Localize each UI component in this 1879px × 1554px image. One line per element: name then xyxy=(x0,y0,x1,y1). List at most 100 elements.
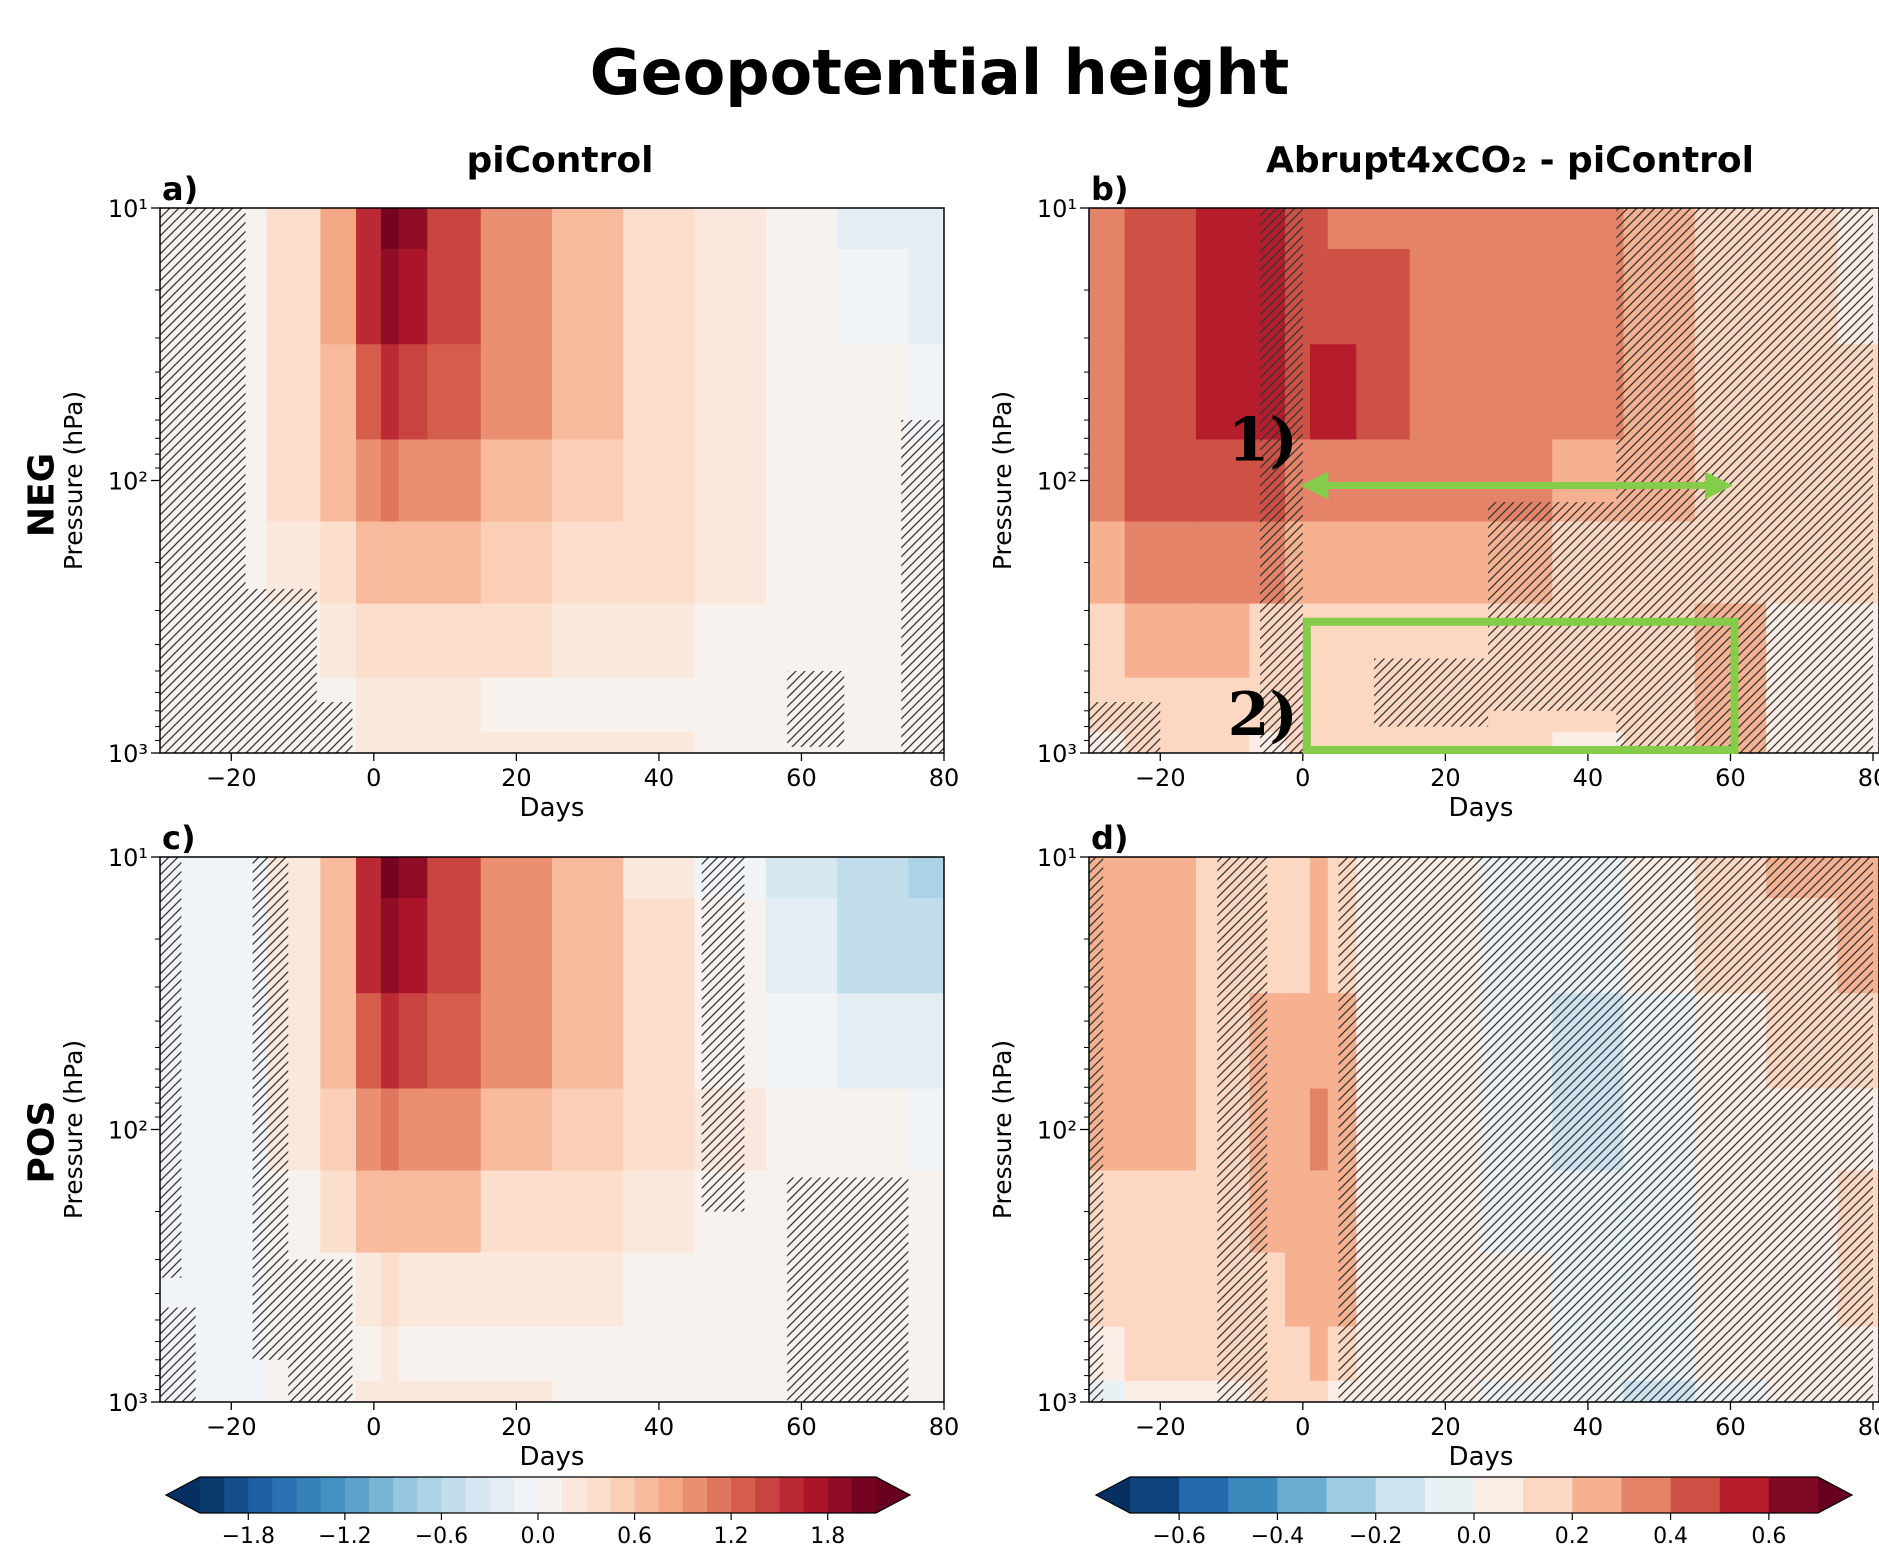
x-tick-label: 20 xyxy=(1430,764,1461,792)
significance-hatching xyxy=(701,857,745,1212)
y-tick-label: 10¹ xyxy=(108,844,148,872)
colorbar-segment xyxy=(851,1477,877,1513)
contour-cell xyxy=(1481,344,1553,441)
contour-cell xyxy=(356,1170,382,1254)
significance-hatching xyxy=(245,588,317,753)
contour-cell xyxy=(837,521,909,605)
contour-cell xyxy=(356,993,382,1090)
contour-cell xyxy=(398,1252,428,1328)
x-tick-label: 80 xyxy=(1858,764,1879,792)
contour-cell xyxy=(380,603,400,679)
significance-hatching xyxy=(1089,702,1161,753)
contour-cell xyxy=(427,731,482,753)
contour-cell xyxy=(320,603,357,679)
colorbar-tick-label: −1.2 xyxy=(318,1524,371,1549)
contour-cell xyxy=(1309,677,1329,733)
contour-cell xyxy=(1356,344,1411,441)
contour-cell xyxy=(837,898,909,994)
contour-cell xyxy=(427,208,482,250)
contour-cell xyxy=(765,208,838,250)
colorbar-segment xyxy=(538,1477,563,1513)
contour-cell xyxy=(480,731,553,753)
contour-cell xyxy=(1195,731,1250,753)
contour-cell xyxy=(1356,521,1411,605)
colorbar-segment xyxy=(1277,1477,1328,1513)
contour-cell xyxy=(552,1170,624,1254)
contour-cell xyxy=(1309,1326,1329,1382)
contour-cell xyxy=(908,208,944,250)
panel-plot-area xyxy=(160,208,944,753)
contour-cell xyxy=(765,603,838,679)
contour-cell xyxy=(356,249,382,345)
contour-cell xyxy=(480,208,553,250)
contour-cell xyxy=(694,731,767,753)
contour-cell xyxy=(380,677,400,733)
contour-cell xyxy=(320,344,357,441)
panel-letter: a) xyxy=(162,170,198,208)
colorbar-segment xyxy=(489,1477,515,1513)
colorbar-segment xyxy=(1474,1477,1524,1513)
contour-cell xyxy=(1089,208,1126,250)
contour-cell xyxy=(320,898,357,994)
contour-cell xyxy=(1195,521,1250,605)
colorbar-segment xyxy=(417,1477,442,1513)
contour-cell xyxy=(480,993,553,1090)
contour-cell xyxy=(1309,249,1329,345)
x-tick-label: 40 xyxy=(644,1413,675,1441)
colorbar-segment xyxy=(827,1477,853,1513)
panel-d: −20 0 20 40 60 80 Days 10¹ 10² 10³ Pressure (hPa) d… xyxy=(988,819,1879,1472)
significance-hatching xyxy=(252,857,289,1360)
x-tick-label: −20 xyxy=(1135,1413,1186,1441)
contour-cell xyxy=(552,677,624,733)
contour-cell xyxy=(694,249,767,345)
contour-cell xyxy=(398,1170,428,1254)
y-tick-label: 10² xyxy=(1037,468,1077,496)
contour-cell xyxy=(552,603,624,679)
contour-cell xyxy=(1327,439,1357,523)
x-tick-label: 0 xyxy=(1295,1413,1310,1441)
contour-cell xyxy=(1327,677,1357,733)
panel-letter: c) xyxy=(162,819,196,857)
contour-cell xyxy=(356,603,382,679)
contour-cell xyxy=(552,898,624,994)
y-axis-label: Pressure (hPa) xyxy=(59,1040,88,1219)
contour-cell xyxy=(694,1326,767,1382)
significance-hatching xyxy=(1217,857,1268,1402)
contour-cell xyxy=(427,993,482,1090)
contour-cell xyxy=(1309,344,1329,441)
contour-cell xyxy=(1552,208,1625,250)
contour-cell xyxy=(398,898,428,994)
contour-cell xyxy=(398,208,428,250)
x-tick-label: 20 xyxy=(501,1413,532,1441)
colorbar-tick-label: 0.2 xyxy=(1555,1524,1590,1549)
contour-cell xyxy=(1356,208,1411,250)
x-axis-label: Days xyxy=(1449,1442,1514,1472)
colorbar-segment xyxy=(1719,1477,1770,1513)
contour-cell xyxy=(427,898,482,994)
contour-cell xyxy=(1309,857,1329,899)
contour-cell xyxy=(1552,344,1625,441)
column-title-right: Abrupt4xCO₂ - piControl xyxy=(1266,140,1754,181)
contour-cell xyxy=(427,603,482,679)
contour-cell xyxy=(1124,208,1197,250)
contour-cell xyxy=(908,249,944,345)
contour-cell xyxy=(398,857,428,899)
contour-cell xyxy=(398,731,428,753)
panel-plot-area xyxy=(1089,857,1879,1402)
significance-hatching xyxy=(787,1177,909,1402)
contour-cell xyxy=(623,993,696,1090)
contour-cell xyxy=(380,731,400,753)
contour-cell xyxy=(908,1088,944,1172)
colorbar-segment xyxy=(1375,1477,1426,1513)
contour-cell xyxy=(552,731,624,753)
contour-cell xyxy=(380,1252,400,1328)
colorbar-segment xyxy=(1179,1477,1229,1513)
contour-cell xyxy=(398,439,428,523)
contour-cell xyxy=(1124,1252,1197,1328)
contour-cell xyxy=(1285,898,1311,994)
contour-cell xyxy=(765,857,838,899)
annotation-label: 1) xyxy=(1228,406,1298,476)
contour-cell xyxy=(398,603,428,679)
colorbar-extend-high xyxy=(876,1477,910,1513)
